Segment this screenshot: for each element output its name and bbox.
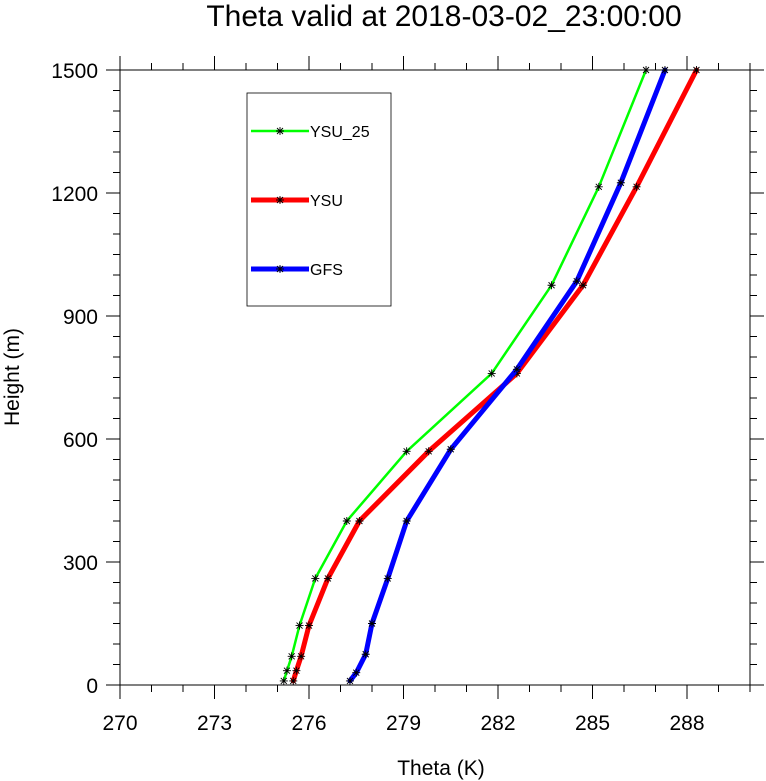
axis-ticks	[106, 56, 764, 699]
data-point-ysu	[292, 666, 301, 675]
plot-frame	[119, 69, 751, 686]
data-point-gfs	[368, 619, 376, 628]
y-tick-label: 1200	[51, 183, 98, 206]
data-point-ysu	[355, 517, 364, 525]
tick-labels: 270 273 276 279 282 285 288 0 300 600 900 1200 1500	[51, 60, 704, 735]
data-series	[279, 66, 701, 685]
data-point-ysu	[323, 574, 332, 583]
x-tick-label: 276	[291, 712, 326, 735]
y-tick-label: 300	[63, 552, 98, 575]
legend-item-ysu: YSU	[251, 193, 343, 210]
data-point-ysu	[424, 447, 433, 456]
data-point-gfs	[361, 650, 370, 659]
legend-item-ysu-25: YSU_25	[251, 124, 370, 141]
data-point-ysu-25	[282, 666, 291, 675]
legend-label: GFS	[310, 262, 343, 279]
data-point-gfs	[572, 277, 581, 286]
data-point-ysu-25	[547, 281, 556, 290]
legend-marker	[276, 127, 284, 135]
data-point-ysu-25	[402, 447, 411, 456]
data-point-gfs	[383, 574, 392, 583]
data-point-ysu-25	[295, 621, 304, 630]
data-point-ysu	[305, 621, 313, 630]
series-gfs	[345, 66, 669, 685]
x-axis-label: Theta (K)	[397, 757, 485, 780]
data-point-ysu-25	[594, 182, 603, 191]
data-point-gfs	[402, 517, 411, 525]
data-point-ysu	[289, 676, 298, 685]
y-axis-label: Height (m)	[1, 328, 24, 426]
legend-marker	[276, 265, 284, 273]
legend: YSU_25 YSU GFS	[246, 92, 392, 307]
data-point-gfs	[345, 676, 354, 685]
series-ysu-25	[279, 66, 651, 685]
x-tick-label: 270	[102, 712, 137, 735]
legend-marker	[276, 196, 284, 204]
y-tick-label: 1500	[51, 60, 98, 83]
legend-item-gfs: GFS	[251, 262, 343, 279]
data-point-ysu	[512, 369, 521, 378]
data-point-gfs	[352, 668, 361, 677]
y-tick-label: 900	[63, 306, 98, 329]
y-tick-label: 0	[86, 675, 98, 698]
data-point-ysu-25	[342, 517, 351, 525]
legend-label: YSU	[310, 193, 343, 210]
series-ysu	[289, 66, 701, 685]
data-point-ysu-25	[487, 369, 496, 378]
data-point-ysu-25	[311, 574, 320, 583]
y-tick-label: 600	[63, 429, 98, 452]
series-line-gfs	[347, 67, 668, 684]
data-point-ysu-25	[279, 676, 288, 685]
x-tick-label: 273	[197, 712, 232, 735]
data-point-ysu	[632, 182, 641, 191]
x-tick-label: 288	[669, 712, 704, 735]
data-point-gfs	[616, 178, 625, 187]
data-point-ysu	[579, 281, 588, 290]
legend-label: YSU_25	[310, 124, 370, 141]
x-tick-label: 285	[575, 712, 610, 735]
x-tick-label: 282	[480, 712, 515, 735]
data-point-ysu-25	[287, 652, 296, 661]
data-point-gfs	[512, 365, 521, 374]
data-point-gfs	[446, 445, 455, 454]
chart-title: Theta valid at 2018-03-02_23:00:00	[206, 0, 681, 33]
x-tick-label: 279	[386, 712, 421, 735]
data-point-ysu	[297, 652, 306, 661]
